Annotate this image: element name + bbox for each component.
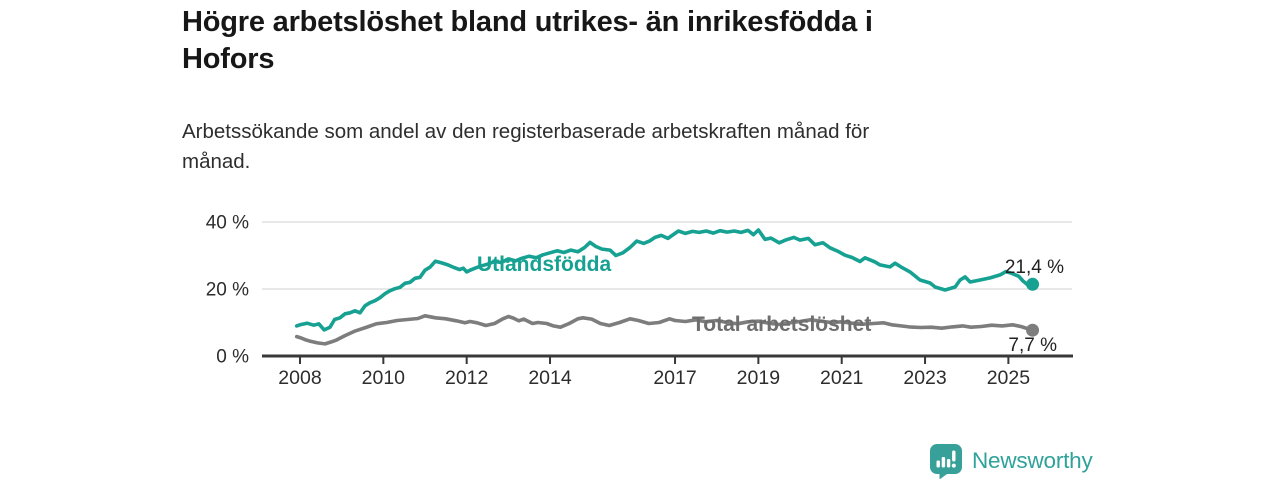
y-axis-label: 20 %	[206, 280, 249, 301]
series-label-utlandsf-dda: Utlandsfödda	[477, 253, 611, 276]
series-line-utlandsf-dda	[294, 228, 1035, 332]
x-axis-label: 2010	[362, 367, 406, 389]
series-end-dot-utlandsf-dda	[1026, 277, 1040, 291]
chart-subtitle-line-1: Arbetssökande som andel av den registerb…	[182, 120, 870, 143]
x-axis-label: 2023	[903, 367, 946, 389]
end-value-label-utlandsf-dda: 21,4 %	[1005, 257, 1064, 278]
end-value-label-total-arbetsl-shet: 7,7 %	[1008, 335, 1057, 356]
chart-subtitle: Arbetssökande som andel av den registerb…	[182, 117, 1062, 177]
series-line-total-arbetsl-shet	[294, 313, 1035, 346]
y-axis-label: 40 %	[206, 213, 249, 234]
newsworthy-wordmark: Newsworthy	[972, 448, 1093, 473]
page-title-line-1: Högre arbetslöshet bland utrikes- än inr…	[182, 6, 873, 38]
series-end-dot-total-arbetsl-shet	[1026, 323, 1040, 337]
chart-subtitle-line-2: månad.	[182, 150, 251, 173]
page-title-line-2: Hofors	[182, 43, 275, 75]
x-axis-label: 2019	[737, 367, 780, 389]
x-axis-label: 2008	[278, 367, 321, 389]
x-axis-label: 2021	[820, 367, 863, 389]
x-axis-label: 2017	[653, 367, 696, 389]
newsworthy-logo: Newsworthy	[929, 443, 1093, 479]
page-title: Högre arbetslöshet bland utrikes- än inr…	[182, 4, 1082, 78]
series-label-total-arbetsl-shet: Total arbetslöshet	[692, 313, 871, 336]
y-axis-label: 0 %	[216, 347, 249, 368]
x-axis-label: 2014	[528, 367, 572, 389]
x-axis-label: 2025	[987, 367, 1031, 389]
x-axis-label: 2012	[445, 367, 488, 389]
bar-chart-speech-bubble-icon	[930, 444, 962, 479]
